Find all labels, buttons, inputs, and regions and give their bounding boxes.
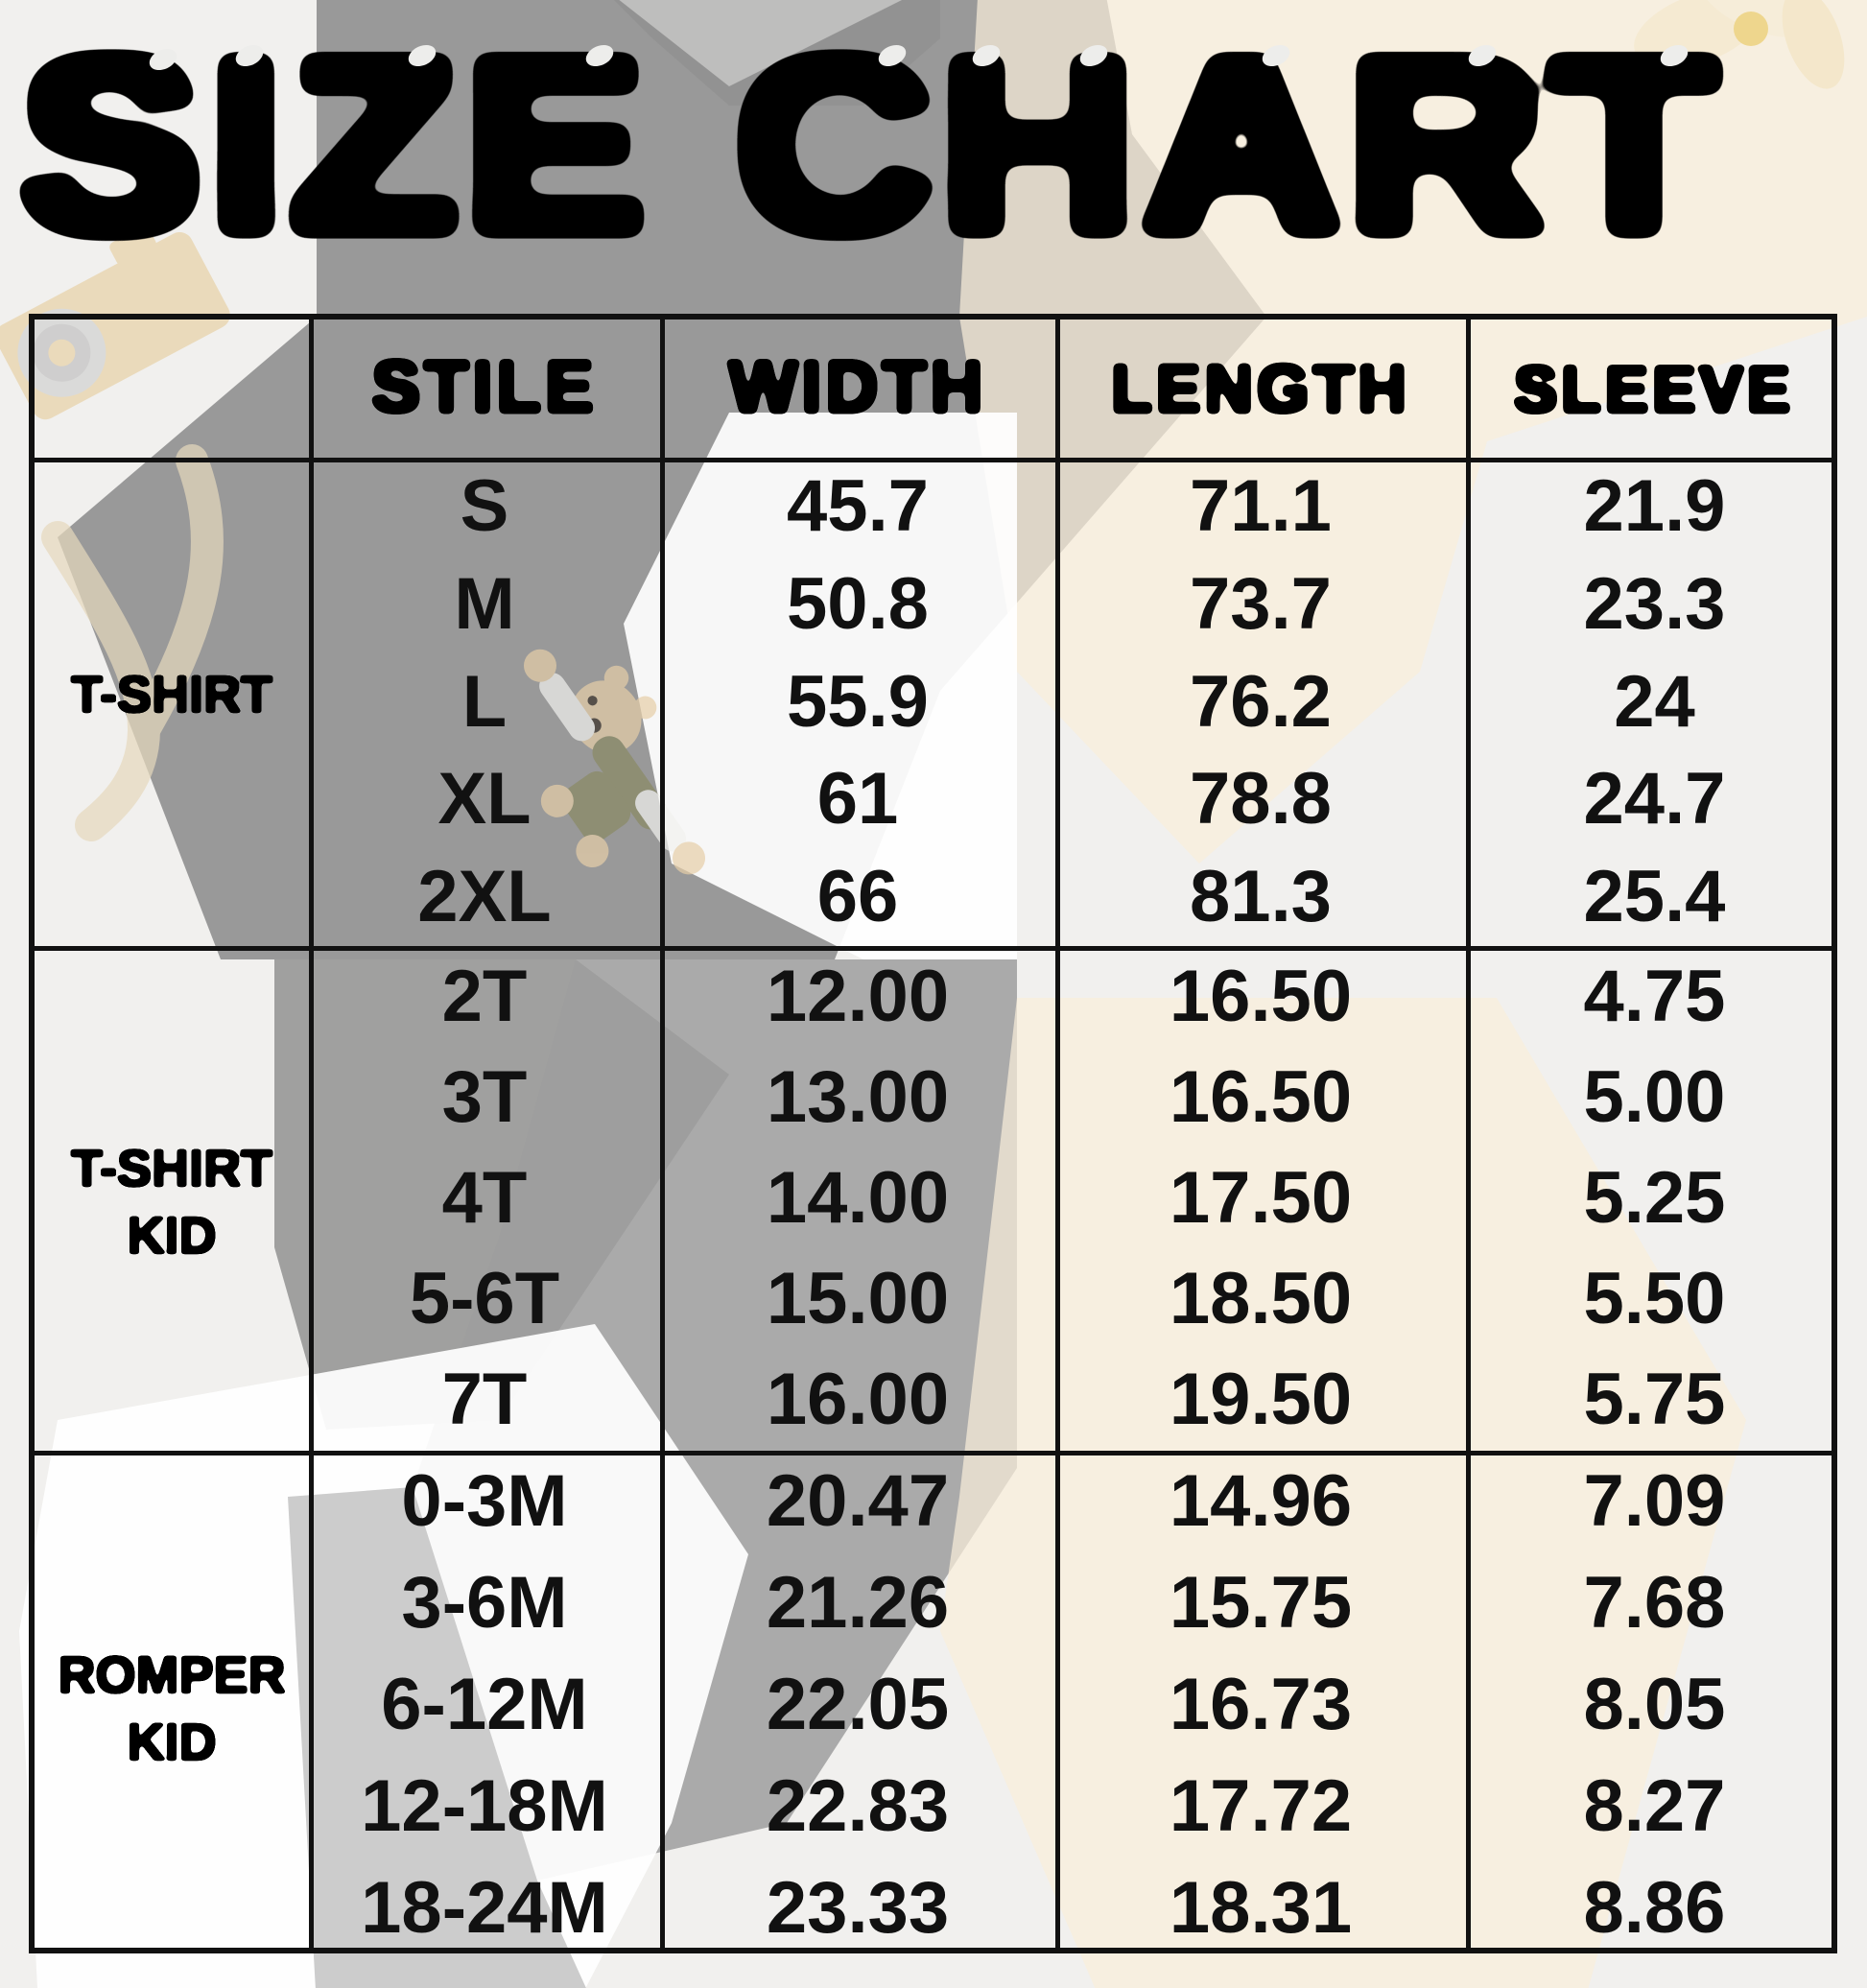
svg-text:SIZE CHART: SIZE CHART	[19, 7, 1724, 283]
svg-text:WIDTH: WIDTH	[728, 346, 986, 428]
svg-text:ROMPER: ROMPER	[58, 1646, 285, 1704]
svg-text:T-SHIRT: T-SHIRT	[71, 666, 272, 723]
svg-text:LENGTH: LENGTH	[1111, 351, 1410, 426]
svg-text:T-SHIRT: T-SHIRT	[71, 1140, 272, 1197]
svg-text:KID: KID	[128, 1714, 217, 1771]
svg-text:SLEEVE: SLEEVE	[1514, 353, 1794, 426]
svg-text:STILE: STILE	[371, 346, 597, 428]
svg-text:KID: KID	[128, 1207, 217, 1265]
